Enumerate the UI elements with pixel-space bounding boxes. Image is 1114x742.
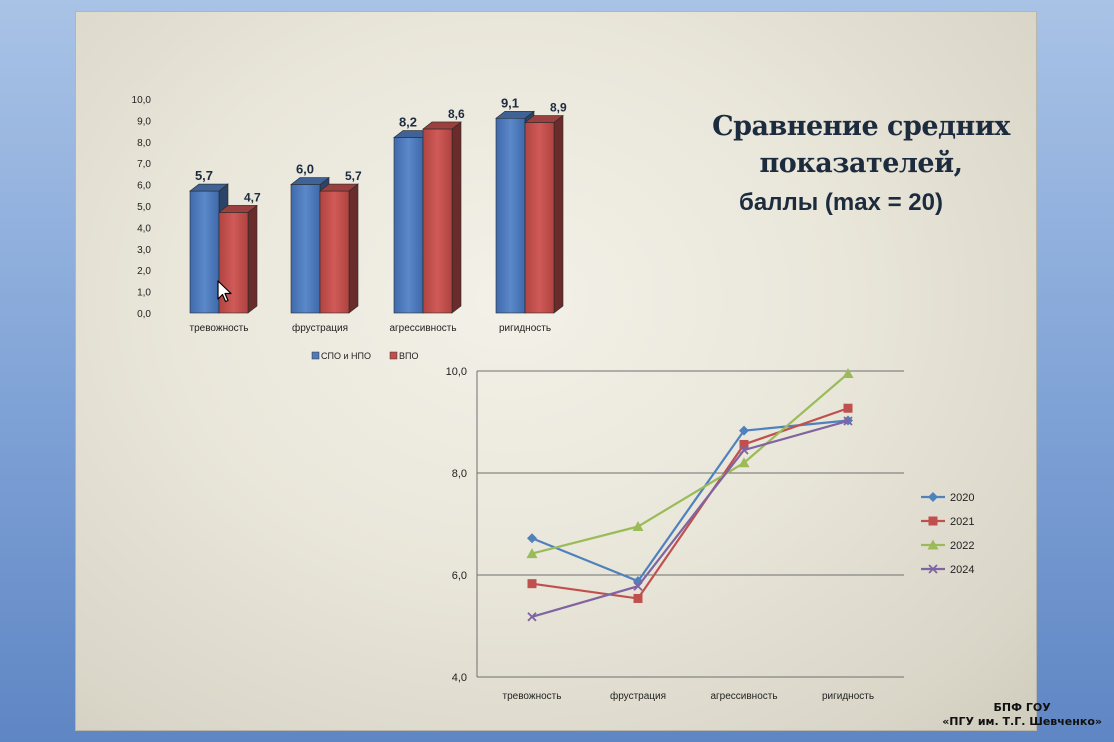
bar-top (422, 121, 462, 130)
bar-value-label: 8,6 (448, 107, 465, 121)
line-series-2022 (526, 368, 854, 559)
bar (290, 184, 321, 314)
bar-y-tick-label: 0,0 (137, 309, 151, 320)
line-y-tick-label: 8,0 (452, 468, 467, 480)
bar (422, 128, 453, 314)
bar-side (247, 204, 258, 314)
bar-side (553, 114, 564, 314)
bar-y-tick-label: 8,0 (137, 138, 151, 149)
title-line-1: Сравнение средних (712, 111, 1010, 142)
bar-side (451, 121, 462, 314)
bar-category-label: ригидность (499, 323, 551, 334)
line-series-2021 (527, 403, 853, 603)
line-x-tick-label: ригидность (822, 691, 874, 702)
legend-label-spo: СПО и НПО (321, 351, 371, 361)
data-point (842, 368, 854, 379)
legend-marker (928, 564, 938, 574)
bar-top (218, 205, 258, 213)
bar-value-label: 8,9 (550, 101, 567, 115)
bar-y-tick-label: 10,0 (132, 95, 152, 106)
mouse-pointer-icon (217, 280, 232, 303)
line-y-tick-label: 10,0 (446, 366, 467, 378)
legend-label: 2024 (950, 564, 974, 576)
slide-title: Сравнение средних показателей, баллы (ma… (696, 108, 1026, 221)
data-point (738, 457, 750, 468)
legend-marker (928, 516, 938, 526)
series-line (531, 407, 849, 600)
line-series-2020 (527, 415, 853, 587)
data-point (527, 533, 537, 544)
bar-value-label: 6,0 (296, 162, 314, 177)
bar-y-tick-label: 3,0 (137, 245, 151, 256)
footer-credit: БПФ ГОУ «ПГУ им. Т.Г. Шевченко» (942, 701, 1102, 729)
bar-side (348, 183, 359, 314)
bar-top (495, 110, 535, 119)
bar-category-label: агрессивность (389, 323, 456, 334)
line-x-tick-label: агрессивность (710, 691, 777, 702)
bar-y-tick-label: 7,0 (137, 159, 151, 170)
series-line (531, 419, 849, 583)
bar-top (524, 115, 564, 123)
bar-value-label: 9,1 (501, 95, 519, 110)
bar-value-label: 5,7 (345, 169, 362, 183)
line-y-tick-label: 6,0 (452, 570, 467, 582)
bar-value-label: 8,2 (399, 115, 417, 130)
series-line (531, 372, 849, 555)
legend-marker (927, 539, 939, 550)
line-x-tick-label: фрустрация (610, 690, 666, 702)
bar (189, 190, 220, 314)
legend-label: 2020 (950, 492, 974, 504)
bar (495, 117, 526, 314)
bar-top (189, 183, 229, 192)
data-point (843, 416, 853, 426)
line-series-2024 (527, 416, 853, 622)
bar-value-label: 4,7 (244, 190, 261, 204)
bar-y-tick-label: 5,0 (137, 202, 151, 213)
data-point (526, 548, 538, 559)
bar (524, 122, 555, 314)
bar-category-label: тревожность (190, 323, 249, 334)
bar-y-tick-label: 2,0 (137, 266, 151, 277)
data-point (739, 439, 749, 449)
data-point (739, 425, 749, 436)
legend-marker (928, 492, 938, 502)
bar-top (290, 177, 330, 185)
bar-value-label: 5,7 (195, 168, 213, 183)
legend-swatch-spo (311, 351, 320, 360)
legend-label-vpo: ВПО (399, 351, 418, 361)
legend-swatch-vpo (389, 351, 398, 360)
bar-chart: 0,0 1,0 2,0 3,0 4,0 5,0 6,0 7,0 8,0 9,0 10,0 5,7 4,7… (132, 95, 567, 361)
bar-category-label: фрустрация (292, 322, 348, 334)
bar-y-tick-label: 9,0 (137, 116, 151, 127)
legend-label: 2022 (950, 540, 974, 552)
data-point (739, 445, 749, 455)
line-x-tick-label: тревожность (503, 691, 562, 702)
line-y-tick-label: 4,0 (452, 672, 467, 684)
bar-y-tick-label: 4,0 (137, 223, 151, 234)
data-point (527, 612, 537, 622)
bar-y-tick-label: 6,0 (137, 181, 151, 192)
bar-legend: СПО и НПО ВПО (311, 351, 418, 361)
data-point (527, 579, 537, 589)
bar (393, 137, 424, 314)
title-line-2: показателей, (759, 148, 963, 179)
bar-y-tick-label: 1,0 (137, 288, 151, 299)
data-point (843, 403, 853, 413)
footer-line-1: БПФ ГОУ (993, 701, 1051, 714)
data-point (633, 593, 643, 603)
footer-line-2: «ПГУ им. Т.Г. Шевченко» (942, 715, 1102, 728)
line-chart: 4,0 6,0 8,0 10,0 тревожность фрустрация агресс… (446, 366, 975, 702)
title-line-3: баллы (max = 20) (739, 189, 943, 216)
bar-top (319, 183, 359, 192)
series-line (531, 419, 849, 618)
legend-label: 2021 (950, 516, 974, 528)
bar (319, 190, 350, 314)
data-point (633, 581, 643, 591)
data-point (632, 521, 644, 532)
